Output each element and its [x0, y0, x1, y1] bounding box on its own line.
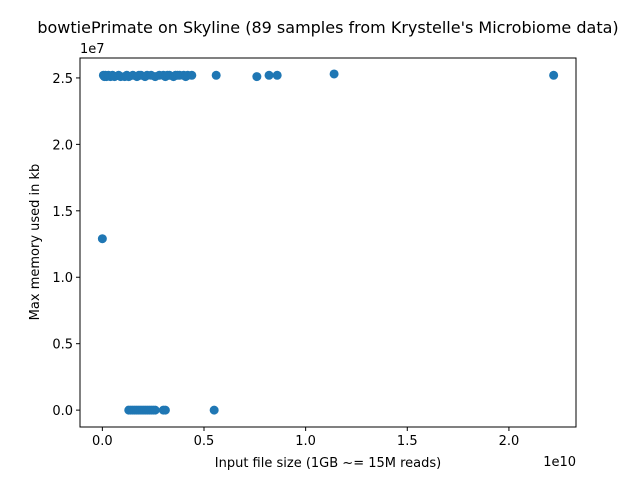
x-axis-ticks: 0.0 0.5 1.0 1.5 2.0	[92, 427, 519, 449]
y-axis-ticks: 0.0 0.5 1.0 1.5 2.0 2.5	[52, 72, 80, 419]
x-tick-label: 1.5	[397, 434, 418, 449]
data-point	[187, 70, 197, 80]
data-point	[329, 69, 339, 79]
plot-frame	[79, 57, 577, 428]
x-tick-label: 0.0	[92, 434, 113, 449]
data-points	[97, 69, 559, 415]
y-tick-label: 2.0	[52, 138, 73, 153]
y-tick-label: 1.5	[52, 205, 73, 220]
data-point	[150, 405, 160, 415]
data-point	[160, 405, 170, 415]
y-tick-label: 0.5	[52, 338, 73, 353]
data-point	[272, 70, 282, 80]
x-tick-label: 0.5	[194, 434, 215, 449]
x-tick-label: 2.0	[499, 434, 520, 449]
data-point	[97, 234, 107, 244]
data-point	[549, 70, 559, 80]
y-tick-label: 2.5	[52, 72, 73, 87]
y-axis-label: Max memory used in kb	[28, 164, 43, 321]
data-point	[264, 70, 274, 80]
y-tick-label: 0.0	[52, 404, 73, 419]
chart-title: bowtiePrimate on Skyline (89 samples fro…	[37, 18, 618, 37]
y-offset-label: 1e7	[80, 42, 105, 57]
data-point	[209, 405, 219, 415]
y-tick-label: 1.0	[52, 271, 73, 286]
x-offset-label: 1e10	[543, 455, 576, 470]
x-tick-label: 1.0	[295, 434, 316, 449]
x-axis-label: Input file size (1GB ~= 15M reads)	[215, 456, 441, 471]
data-point	[252, 72, 262, 82]
data-point	[211, 70, 221, 80]
